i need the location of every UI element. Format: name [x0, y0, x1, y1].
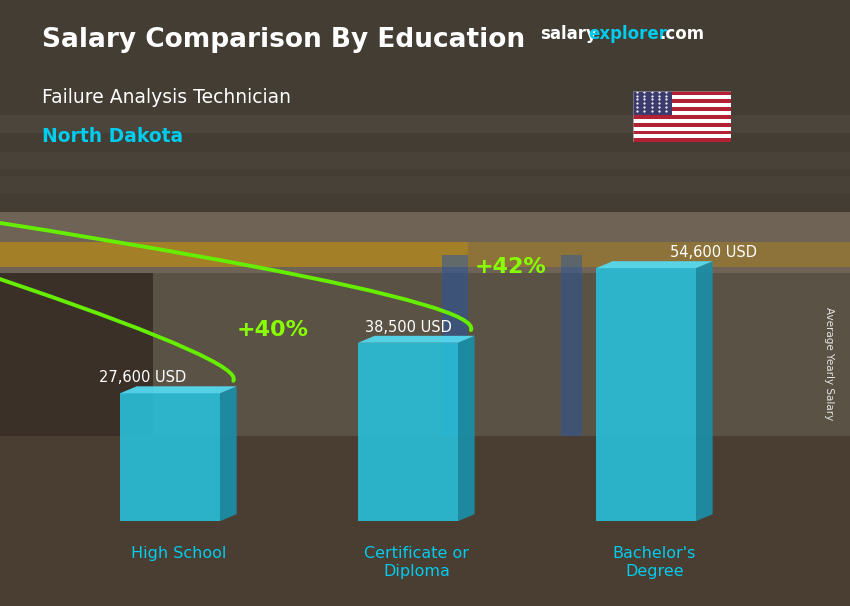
Text: 27,600 USD: 27,600 USD	[99, 370, 186, 385]
Bar	[633, 135, 731, 138]
Polygon shape	[358, 336, 474, 343]
Bar	[0, 115, 850, 133]
Polygon shape	[120, 393, 220, 521]
Polygon shape	[458, 336, 474, 521]
Bar	[0, 242, 468, 267]
Bar	[0, 152, 850, 170]
Polygon shape	[696, 261, 712, 521]
Bar	[633, 91, 672, 115]
Bar	[0, 436, 850, 606]
Text: Bachelor's
Degree: Bachelor's Degree	[613, 547, 696, 579]
Polygon shape	[358, 343, 458, 521]
Bar	[633, 99, 731, 103]
Text: North Dakota: North Dakota	[42, 127, 184, 146]
Polygon shape	[120, 387, 236, 393]
Bar	[633, 127, 731, 130]
Text: Failure Analysis Technician: Failure Analysis Technician	[42, 88, 292, 107]
Text: 54,600 USD: 54,600 USD	[670, 245, 756, 260]
Polygon shape	[220, 387, 236, 521]
Bar	[633, 122, 731, 127]
Text: explorer: explorer	[588, 25, 667, 44]
Text: 38,500 USD: 38,500 USD	[366, 320, 452, 335]
Text: Average Yearly Salary: Average Yearly Salary	[824, 307, 834, 420]
Bar	[633, 115, 731, 119]
Polygon shape	[596, 268, 696, 521]
Bar	[633, 119, 731, 122]
Bar	[0, 273, 153, 606]
Bar	[633, 130, 731, 135]
Bar	[0, 176, 850, 194]
Text: +42%: +42%	[474, 257, 547, 277]
Bar	[633, 107, 731, 111]
Bar	[0, 0, 850, 212]
Bar	[633, 111, 731, 115]
Bar	[633, 138, 731, 142]
Polygon shape	[596, 261, 712, 268]
Bar	[561, 255, 582, 436]
Bar	[633, 91, 731, 95]
Text: +40%: +40%	[236, 320, 309, 340]
Text: Certificate or
Diploma: Certificate or Diploma	[364, 547, 469, 579]
Text: High School: High School	[131, 547, 226, 561]
Text: .com: .com	[660, 25, 705, 44]
Bar	[633, 103, 731, 107]
Bar	[442, 255, 468, 436]
Bar	[0, 0, 850, 273]
Bar	[633, 95, 731, 99]
Text: salary: salary	[540, 25, 597, 44]
Text: Salary Comparison By Education: Salary Comparison By Education	[42, 27, 525, 53]
Bar	[468, 242, 850, 267]
